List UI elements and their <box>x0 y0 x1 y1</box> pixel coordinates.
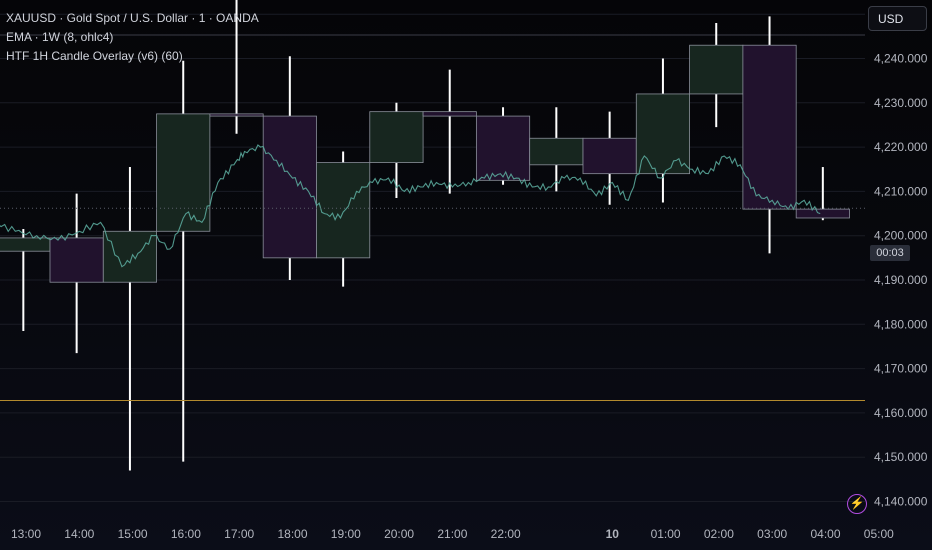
x-tick-label: 01:00 <box>651 527 681 541</box>
ema-indicator-label[interactable]: EMA · 1W (8, ohlc4) <box>6 30 114 44</box>
x-tick-label: 18:00 <box>277 527 307 541</box>
y-tick-label: 4,220.000 <box>874 140 928 154</box>
currency-button[interactable]: USD <box>868 6 927 31</box>
candle-body <box>209 113 264 117</box>
candle-body <box>369 111 424 164</box>
y-tick-label: 4,210.000 <box>874 184 928 198</box>
y-tick-label: 4,180.000 <box>874 317 928 331</box>
x-tick-label: 16:00 <box>171 527 201 541</box>
y-tick-label: 4,200.000 <box>874 229 928 243</box>
x-tick-label: 14:00 <box>64 527 94 541</box>
y-tick-label: 4,190.000 <box>874 273 928 287</box>
x-tick-label: 02:00 <box>704 527 734 541</box>
candle-body <box>582 137 637 175</box>
overlay-candles <box>0 44 850 283</box>
candle-body <box>475 115 531 181</box>
x-tick-label: 04:00 <box>810 527 840 541</box>
candle-body <box>262 115 317 259</box>
y-tick-label: 4,240.000 <box>874 52 928 66</box>
x-tick-label: 22:00 <box>491 527 521 541</box>
x-tick-label: 17:00 <box>224 527 254 541</box>
x-tick-label: 20:00 <box>384 527 414 541</box>
candle-body <box>156 113 211 232</box>
y-axis[interactable]: 4,140.000 4,150.000 4,160.000 4,170.000 4,18… <box>874 0 928 509</box>
symbol-title[interactable]: XAUUSD · Gold Spot / U.S. Dollar · 1 · O… <box>6 11 259 25</box>
chart-legend: XAUUSD · Gold Spot / U.S. Dollar · 1 · O… <box>6 9 259 66</box>
x-tick-label: 10 <box>606 527 620 541</box>
price-line-group <box>0 144 865 268</box>
candle-body <box>529 137 584 166</box>
x-tick-label: 19:00 <box>331 527 361 541</box>
candle-body <box>635 93 690 175</box>
candle-body <box>102 230 157 283</box>
x-axis[interactable]: 13:00 14:00 15:00 16:00 17:00 18:00 19:00 20:00… <box>11 527 894 541</box>
candle-body <box>689 44 744 95</box>
y-tick-label: 4,140.000 <box>874 495 928 509</box>
candle-body <box>422 111 477 117</box>
y-tick-label: 4,230.000 <box>874 96 928 110</box>
candle-body <box>49 237 104 283</box>
candle-body <box>0 237 51 252</box>
x-tick-label: 13:00 <box>11 527 41 541</box>
bar-countdown-label: 00:03 <box>870 245 910 261</box>
lightning-bolt-icon[interactable]: ⚡ <box>847 494 867 514</box>
price-line <box>0 144 821 268</box>
y-tick-label: 4,170.000 <box>874 362 928 376</box>
y-tick-label: 4,160.000 <box>874 406 928 420</box>
x-tick-label: 05:00 <box>864 527 894 541</box>
candle-body <box>316 162 371 259</box>
x-tick-label: 21:00 <box>437 527 467 541</box>
y-tick-label: 4,150.000 <box>874 450 928 464</box>
x-tick-label: 03:00 <box>757 527 787 541</box>
candle-body <box>795 208 850 219</box>
htf-overlay-indicator-label[interactable]: HTF 1H Candle Overlay (v6) (60) <box>6 49 183 63</box>
x-tick-label: 15:00 <box>118 527 148 541</box>
candle-body <box>742 44 797 210</box>
